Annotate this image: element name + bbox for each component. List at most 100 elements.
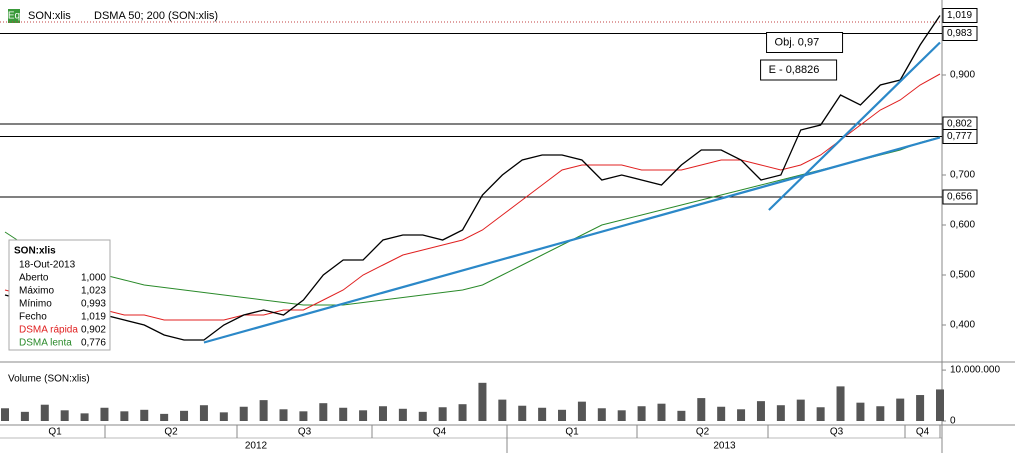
volume-tick-label: 10.000.000 [950,365,1000,376]
info-date: 18-Out-2013 [19,260,76,271]
volume-bar [239,406,248,421]
year-label: 2012 [245,441,268,452]
volume-bar [40,404,49,421]
quarter-label: Q2 [164,427,178,438]
indicator[interactable]: DSMA 50; 200 (SON:xlis) [94,10,218,22]
volume-bar [160,413,169,421]
level-label: 0,802 [947,119,972,130]
level-label: 0,656 [947,192,972,203]
volume-bar [936,389,944,421]
volume-bar [1,408,9,421]
annotation: E - 0,8826 [769,64,820,76]
y-tick-label: 0,600 [950,220,975,231]
volume-bar [478,382,487,421]
volume-tick-label: 0 [950,416,956,427]
y-tick-label: 0,900 [950,70,975,81]
volume-bar [577,401,586,421]
info-value: 0,776 [81,338,106,349]
info-value: 1,019 [81,312,106,323]
quarter-label: Q2 [696,427,710,438]
info-value: 1,000 [81,273,106,284]
level-label: 0,983 [947,28,972,39]
info-label: Mínimo [19,299,52,310]
volume-bar [776,405,785,421]
info-box: SON:xlis 18-Out-2013 Aberto 1,000 Máximo 1,… [8,239,111,351]
volume-bar [299,411,308,421]
quarter-label: Q4 [916,427,930,438]
volume-bar [438,407,447,421]
trendline [203,136,941,344]
volume-bar [538,407,547,421]
volume-bar [657,403,666,421]
series-line [4,73,941,321]
level-label: 0,777 [947,131,972,142]
info-value: 0,993 [81,299,106,310]
quarter-label: Q3 [830,427,844,438]
volume-bar [418,411,427,421]
volume-bar [319,403,328,421]
volume-bar [756,401,765,421]
volume-title: Volume (SON:xlis) [8,374,90,385]
annotation-box [766,32,844,53]
volume-bar [498,399,507,421]
volume-bar [836,386,845,421]
annotation: Obj. 0,97 [775,36,820,48]
quarter-label: Q4 [433,427,447,438]
trendline [768,41,941,211]
volume-bar [20,411,29,421]
volume-bar [219,412,228,421]
volume-bar [597,408,606,421]
quarter-label: Q1 [48,427,62,438]
volume-bar [100,407,109,421]
quarter-label: Q1 [565,427,579,438]
level-box [942,26,978,41]
volume-bar [140,409,149,421]
info-frame [8,239,111,351]
info-label: DSMA lenta [19,338,72,349]
info-title: SON:xlis [14,246,56,257]
volume-bar [697,398,706,421]
volume-bar [558,409,567,421]
last-box [942,8,978,23]
volume-bar [617,410,626,421]
series-line [4,15,941,341]
volume-bar [816,407,825,421]
y-tick-label: 0,700 [950,170,975,181]
volume-bar [637,406,646,421]
volume-bar [180,410,189,421]
symbol[interactable]: SON:xlis [28,10,71,22]
info-label: Máximo [19,286,54,297]
info-label: Fecho [19,312,47,323]
volume-bar [876,406,885,421]
annotation-box [760,59,838,81]
volume-bar [378,406,387,421]
info-value: 1,023 [81,286,106,297]
quarter-label: Q3 [298,427,312,438]
level-box [942,189,978,205]
icon-box [8,9,20,23]
info-value: 0,902 [81,325,106,336]
volume-bar [80,413,89,421]
icon: Eq [8,11,20,22]
volume-bar [259,400,268,421]
volume-bar [458,404,467,421]
info-label: DSMA rápida [19,325,78,336]
volume-bar [359,410,368,421]
year-label: 2013 [713,441,736,452]
last-label: 1,019 [947,10,972,21]
volume-bar [199,405,208,421]
volume-bar [339,407,348,421]
volume-bar [896,398,905,421]
series-line [4,136,941,306]
y-tick-label: 0,400 [950,320,975,331]
level-box [942,129,978,144]
volume-bar [856,402,865,421]
y-tick-label: 0,500 [950,270,975,281]
volume-bar [796,399,805,421]
volume-bar [398,408,407,421]
volume-bar [120,411,129,421]
volume-bar [518,405,527,421]
info-label: Aberto [19,273,49,284]
